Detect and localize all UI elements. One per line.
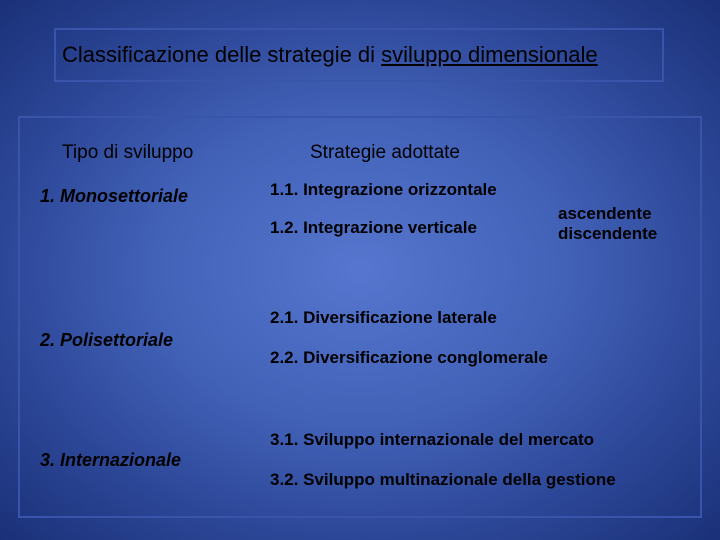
slide-title: Classificazione delle strategie di svilu… bbox=[62, 42, 598, 68]
strategy-3-1: 3.1. Sviluppo internazionale del mercato bbox=[270, 430, 594, 450]
strategy-2-2: 2.2. Diversificazione conglomerale bbox=[270, 348, 548, 368]
strategy-1-1: 1.1. Integrazione orizzontale bbox=[270, 180, 497, 200]
column-header-type: Tipo di sviluppo bbox=[62, 142, 193, 164]
note-discendente: discendente bbox=[558, 224, 657, 244]
note-ascendente: ascendente bbox=[558, 204, 652, 224]
strategy-2-1: 2.1. Diversificazione laterale bbox=[270, 308, 497, 328]
type-monosettoriale: 1. Monosettoriale bbox=[40, 186, 188, 207]
title-box: Classificazione delle strategie di svilu… bbox=[54, 28, 664, 82]
title-underlined: sviluppo dimensionale bbox=[381, 42, 597, 67]
type-internazionale: 3. Internazionale bbox=[40, 450, 181, 471]
column-header-strategies: Strategie adottate bbox=[310, 142, 460, 164]
type-polisettoriale: 2. Polisettoriale bbox=[40, 330, 173, 351]
strategy-3-2: 3.2. Sviluppo multinazionale della gesti… bbox=[270, 470, 616, 490]
strategy-1-2: 1.2. Integrazione verticale bbox=[270, 218, 477, 238]
title-prefix: Classificazione delle strategie di bbox=[62, 42, 381, 67]
